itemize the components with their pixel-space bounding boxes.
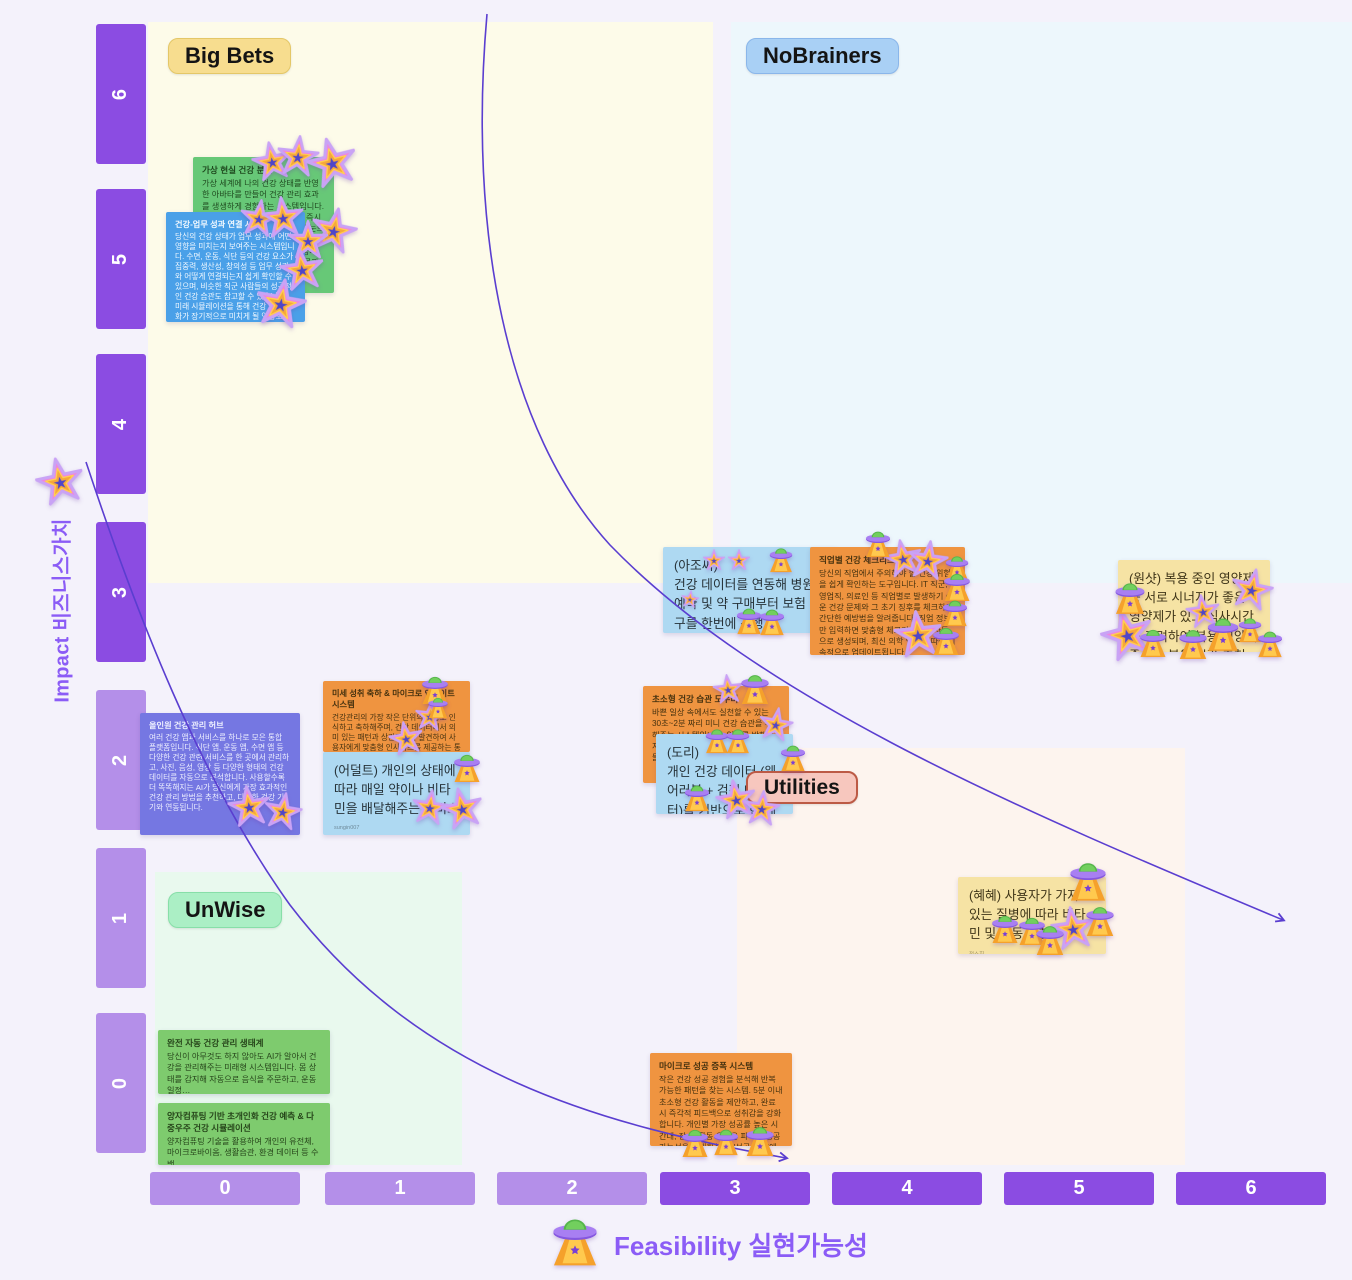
star-sticker[interactable]: [742, 788, 782, 828]
note-title: 건강-업무 성과 연결 시스템: [175, 220, 268, 229]
y-tick-label: 5: [109, 253, 132, 265]
star-sticker[interactable]: [703, 549, 725, 571]
ufo-sticker[interactable]: [1083, 903, 1117, 937]
ufo-sticker[interactable]: [451, 751, 483, 783]
note-title: 완전 자동 건강 관리 생태계: [167, 1038, 264, 1048]
y-tick-1: 1: [96, 848, 146, 988]
note-body: 당신이 아무것도 하지 않아도 AI가 알아서 건강을 관리해주는 미래형 시스…: [167, 1052, 317, 1094]
star-sticker[interactable]: [728, 549, 750, 571]
ufo-sticker[interactable]: [682, 782, 712, 812]
x-tick-4: 4: [832, 1172, 982, 1205]
ufo-sticker[interactable]: [863, 528, 893, 558]
star-sticker[interactable]: [1227, 564, 1277, 614]
ufo-sticker[interactable]: [1033, 922, 1067, 956]
y-tick-5: 5: [96, 189, 146, 329]
note-author: 정소희: [969, 950, 1095, 954]
ufo-sticker[interactable]: [757, 606, 787, 636]
feasibility-axis-label: Feasibility 실현가능성: [614, 1231, 868, 1261]
x-tick-1: 1: [325, 1172, 475, 1205]
impact-axis-label: Impact 비즈니스가치: [51, 518, 74, 703]
ufo-sticker[interactable]: [743, 1123, 777, 1157]
y-tick-label: 3: [109, 586, 132, 598]
star-sticker[interactable]: [261, 789, 305, 833]
note-title: 올인원 건강 관리 허브: [149, 721, 224, 730]
note-body: 양자컴퓨팅 기술을 활용하여 개인의 유전체, 마이크로바이옴, 생활습관, 환…: [167, 1137, 319, 1165]
x-tick-5: 5: [1004, 1172, 1154, 1205]
ufo-sticker[interactable]: [1112, 579, 1148, 615]
y-tick-label: 6: [109, 88, 132, 100]
quadrant-label-nobrainers[interactable]: NoBrainers: [746, 38, 899, 74]
y-tick-4: 4: [96, 354, 146, 494]
y-tick-label: 4: [109, 418, 132, 430]
quadrant-label-unwise[interactable]: UnWise: [168, 892, 283, 928]
star-sticker[interactable]: [680, 589, 700, 609]
note-title: 양자컴퓨팅 기반 초개인화 건강 예측 & 다중우주 건강 시뮬레이션: [167, 1111, 315, 1134]
note-title: 가상 현실 건강 분신: [202, 165, 273, 175]
ufo-sticker[interactable]: [940, 597, 970, 627]
y-tick-label: 2: [109, 754, 132, 766]
note-title: 마이크로 성공 증폭 시스템: [659, 1061, 754, 1071]
note-body: 당신의 건강 상태가 업무 성과에 어떤 영향을 미치는지 보여주는 시스템입니…: [175, 232, 295, 322]
x-tick-6: 6: [1176, 1172, 1326, 1205]
ufo-sticker[interactable]: [1137, 626, 1169, 658]
y-tick-2: 2: [96, 690, 146, 830]
ufo-sticker[interactable]: [426, 695, 450, 719]
y-tick-label: 0: [109, 1077, 132, 1089]
y-tick-label: 1: [109, 912, 132, 924]
star-sticker[interactable]: [252, 274, 310, 332]
star-sticker[interactable]: [437, 783, 487, 833]
ufo-sticker[interactable]: [711, 1126, 741, 1156]
y-tick-3: 3: [96, 522, 146, 662]
ufo-sticker[interactable]: [1255, 628, 1285, 658]
y-tick-0: 0: [96, 1013, 146, 1153]
ufo-sticker[interactable]: [548, 1213, 602, 1267]
quadrant-label-big-bets[interactable]: Big Bets: [168, 38, 292, 74]
ufo-sticker[interactable]: [930, 624, 962, 656]
quadrant-nobrainers: [731, 22, 1352, 583]
star-sticker[interactable]: [32, 453, 89, 510]
ufo-sticker[interactable]: [724, 726, 752, 754]
ufo-sticker[interactable]: [778, 742, 808, 772]
star-sticker[interactable]: [756, 704, 795, 743]
x-tick-0: 0: [150, 1172, 300, 1205]
ufo-sticker[interactable]: [767, 545, 795, 573]
y-tick-6: 6: [96, 24, 146, 164]
star-sticker[interactable]: [386, 718, 425, 757]
ufo-sticker[interactable]: [1066, 858, 1110, 902]
ufo-sticker[interactable]: [738, 671, 772, 705]
ufo-sticker[interactable]: [679, 1126, 711, 1158]
quadrant-utilities: [737, 748, 1185, 1165]
x-tick-3: 3: [660, 1172, 810, 1205]
x-tick-2: 2: [497, 1172, 647, 1205]
